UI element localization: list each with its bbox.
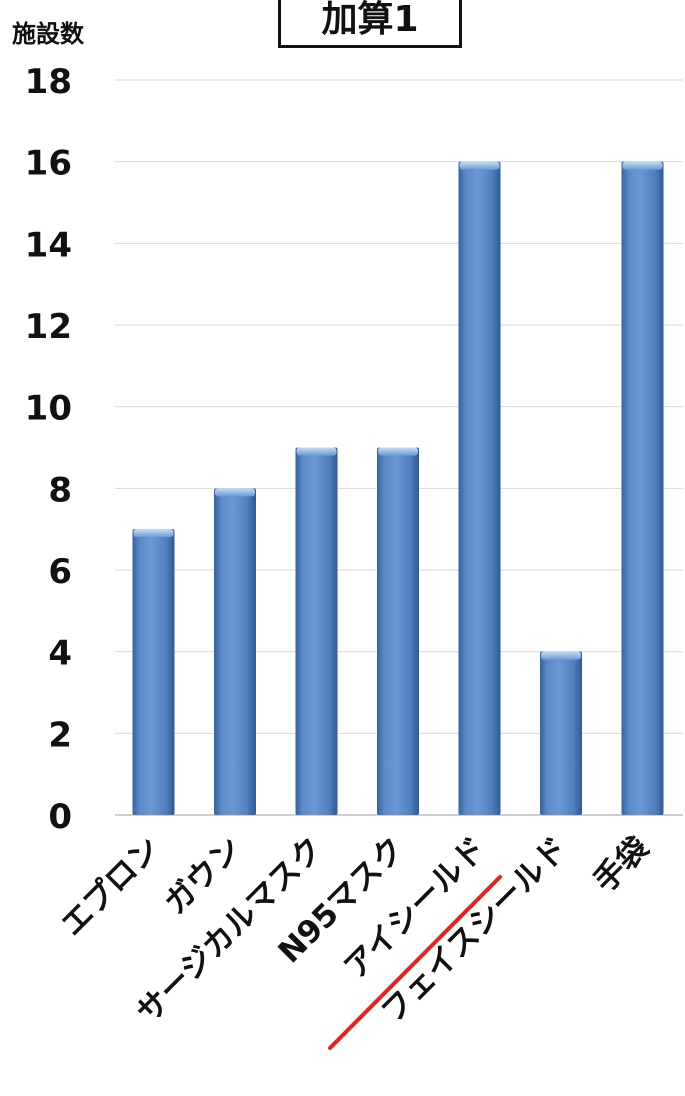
bar-cap (378, 447, 418, 456)
x-tick-label: 手袋 (587, 830, 656, 899)
x-tick-label: エプロン (54, 830, 167, 943)
bar (458, 161, 501, 815)
bar-cap (133, 529, 174, 538)
y-tick-label: 2 (48, 715, 72, 755)
y-tick-label: 10 (25, 389, 72, 429)
y-tick-label: 4 (48, 634, 72, 674)
y-tick-label: 12 (25, 307, 72, 347)
bar-cap (296, 447, 337, 456)
y-tick-label: 18 (25, 62, 72, 102)
y-tick-label: 6 (48, 552, 72, 592)
bar (295, 447, 338, 815)
bar-cap (622, 161, 663, 170)
y-tick-label: 16 (25, 144, 72, 184)
bar (132, 529, 175, 815)
bar (540, 651, 582, 815)
bar-cap (541, 651, 581, 660)
y-tick-label: 14 (25, 225, 72, 265)
bar (377, 447, 419, 815)
bar-cap (215, 488, 255, 497)
chart-title: 加算1 (321, 0, 419, 40)
bar (621, 161, 664, 815)
y-tick-label: 8 (48, 470, 72, 510)
bar (214, 488, 256, 815)
bar-cap (459, 161, 500, 170)
y-tick-label: 0 (48, 797, 72, 837)
strike-through-line (328, 875, 502, 1050)
chart-title-box: 加算1 (278, 0, 462, 48)
y-axis-label: 施設数 (12, 20, 84, 48)
